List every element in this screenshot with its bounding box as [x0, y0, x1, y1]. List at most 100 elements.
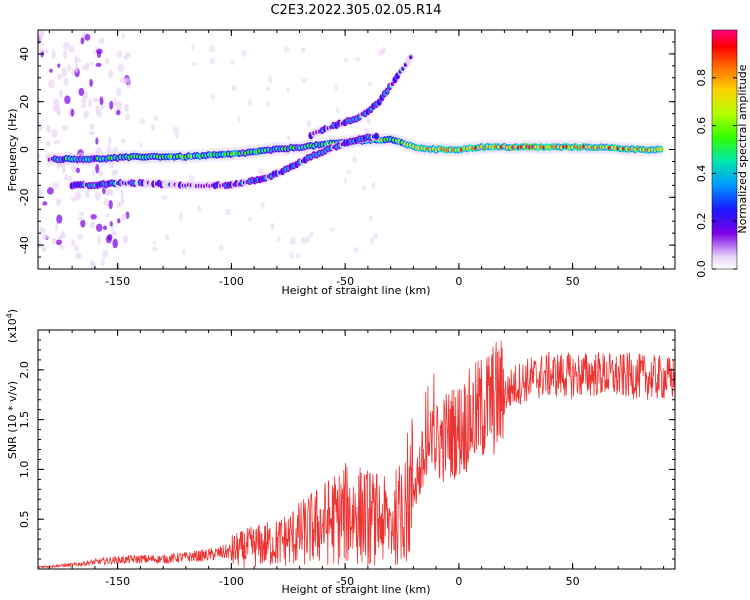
spectrogram-noise-blob — [89, 78, 93, 87]
snr-xtick-label: 0 — [455, 575, 462, 588]
snr-ytick-label: 2.0 — [18, 361, 31, 379]
spectrogram-noise-blob — [52, 98, 60, 107]
spectrogram-noise-blob — [92, 171, 96, 176]
spectrogram-noise-blob — [231, 84, 237, 92]
spectrogram-noise-blob — [51, 237, 57, 245]
spectrogram-noise-blob — [59, 244, 64, 250]
spectrogram-noise-blob — [57, 73, 62, 80]
spectrogram-noise-blob — [119, 77, 127, 84]
spectrogram-noise-blob — [329, 227, 335, 232]
spectrogram-noise-blob — [68, 176, 73, 183]
spectrogram-noise-blob — [75, 167, 81, 174]
spectrogram-noise-blob — [97, 235, 101, 246]
spectrogram-noise-blob — [38, 32, 44, 42]
spectrogram-noise-blob — [300, 236, 307, 244]
snr-ytick-label: 0.5 — [18, 510, 31, 528]
spectrogram-xtick-label: 50 — [566, 275, 580, 288]
spectrogram-noise-blob — [344, 58, 349, 63]
spectrogram-noise-blob — [52, 182, 60, 189]
spectrogram-noise-blob — [218, 244, 224, 251]
spectrogram-noise-blob — [353, 247, 359, 253]
spectrogram-ytick-label: 40 — [18, 47, 31, 61]
spectrogram-noise-blob — [53, 140, 61, 145]
spectrogram-noise-blob — [247, 98, 252, 106]
spectrogram-ylabel: Frequency (Hz) — [6, 109, 19, 192]
spectrogram-noise-blob — [366, 117, 372, 125]
spectrogram-noise-blob — [68, 46, 75, 53]
spectrogram-xtick-label: -150 — [105, 275, 130, 288]
spectrogram-noise-blob — [38, 240, 42, 249]
spectrogram-noise-blob — [77, 234, 84, 240]
spectrogram-noise-blob — [78, 216, 84, 221]
spectrogram-noise-blob — [266, 86, 271, 92]
snr-panel: -150 -100 -50 0 50 0.5 1.0 1.5 2.0 Height of str… — [5, 309, 676, 596]
spectrogram-noise-blob — [83, 110, 89, 119]
spectrogram-noise-blob — [55, 239, 63, 246]
spectrogram-noise-blob — [78, 87, 85, 96]
spectrogram-noise-blob — [58, 89, 64, 99]
spectrogram-noise-blob — [64, 174, 69, 181]
spectrogram-noise-blob — [247, 217, 253, 222]
spectrogram-noise-blob — [63, 77, 69, 86]
spectrogram-noise-blob — [369, 236, 375, 245]
spectrogram-noise-blob — [98, 37, 105, 44]
spectrogram-xtick-label: 0 — [455, 275, 462, 288]
spectrogram-noise-blob — [344, 177, 348, 184]
spectrogram-noise-blob — [41, 245, 47, 253]
spectrogram-noise-blob — [42, 201, 48, 206]
spectrogram-noise-blob — [63, 42, 70, 50]
spectrogram-noise-blob — [92, 97, 99, 103]
colorbar-gradient — [711, 29, 738, 270]
spectrogram-noise-blob — [95, 62, 102, 68]
spectrogram-noise-blob — [64, 95, 71, 105]
spectrogram-noise-blob — [283, 46, 290, 53]
spectrogram-noise-blob — [51, 129, 58, 139]
spectrogram-noise-blob — [260, 201, 265, 210]
spectrogram-noise-blob — [289, 251, 294, 260]
spectrogram-noise-blob — [109, 100, 114, 110]
spectrogram-noise-blob — [96, 50, 101, 59]
spectrogram-cell-core — [396, 73, 400, 78]
spectrogram-noise-blob — [103, 198, 110, 207]
spectrogram-noise-blob — [84, 33, 91, 41]
spectrogram-noise-blob — [368, 215, 373, 222]
spectrogram-noise-blob — [108, 69, 114, 78]
spectrogram-noise-blob — [78, 211, 85, 216]
spectrogram-noise-blob — [153, 115, 159, 122]
spectrogram-noise-blob — [97, 170, 104, 177]
spectrogram-cell-core — [406, 58, 410, 63]
spectrogram-noise-blob — [39, 139, 43, 144]
spectrogram-noise-blob — [210, 93, 216, 100]
spectrogram-noise-blob — [116, 218, 121, 224]
spectrogram-cell-core — [369, 107, 373, 112]
spectrogram-noise-blob — [109, 221, 113, 227]
spectrogram-noise-blob — [94, 191, 101, 202]
colorbar-label: Normalized spectral amplitude — [736, 64, 749, 233]
spectrogram-noise-blob — [230, 60, 235, 66]
spectrogram-noise-blob — [116, 87, 122, 97]
spectrogram-noise-blob — [286, 87, 290, 93]
spectrogram-noise-blob — [61, 125, 69, 131]
spectrogram-noise-blob — [139, 142, 143, 148]
spectrogram-noise-blob — [355, 56, 361, 62]
spectrogram-noise-blob — [74, 191, 82, 201]
spectrogram-noise-blob — [371, 181, 376, 190]
spectrogram-noise-blob — [123, 103, 129, 112]
spectrogram-noise-blob — [106, 146, 112, 154]
spectrogram-noise-blob — [112, 147, 119, 153]
spectrogram-noise-blob — [49, 68, 53, 73]
spectrogram-noise-blob — [81, 95, 85, 102]
spectrogram-noise-blob — [116, 50, 123, 58]
spectrogram-noise-blob — [373, 232, 378, 240]
spectrogram-noise-blob — [117, 63, 125, 73]
spectrogram-noise-blob — [115, 101, 122, 111]
spectrogram-noise-blob — [55, 198, 62, 206]
colorbar-tick-label: 0.4 — [695, 165, 708, 183]
spectrogram-noise-blob — [116, 201, 121, 208]
spectrogram-cell-core — [393, 77, 397, 82]
spectrogram-cell-core — [401, 66, 405, 71]
spectrogram-noise-blob — [89, 221, 96, 229]
spectrogram-noise-blob — [38, 187, 43, 198]
spectrogram-noise-blob — [57, 63, 61, 68]
spectrogram-noise-blob — [300, 47, 306, 53]
